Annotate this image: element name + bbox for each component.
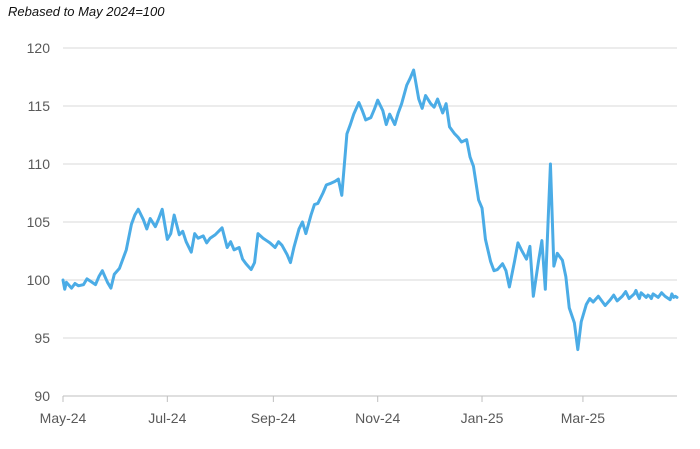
x-tick-label: Mar-25	[561, 410, 606, 426]
x-tick-label: Nov-24	[355, 410, 400, 426]
x-tick-label: Jul-24	[148, 410, 186, 426]
y-tick-label: 95	[34, 330, 50, 346]
series-line-0	[61, 68, 679, 352]
x-tick-label: Jan-25	[461, 410, 504, 426]
x-tick-label: May-24	[40, 410, 87, 426]
chart-subtitle: Rebased to May 2024=100	[8, 4, 165, 19]
y-tick-label: 105	[27, 214, 51, 230]
y-tick-label: 100	[27, 272, 51, 288]
y-tick-label: 110	[28, 156, 51, 172]
x-axis	[62, 395, 677, 402]
x-tick-label: Sep-24	[251, 410, 296, 426]
series-layer	[61, 68, 679, 352]
y-tick-label: 120	[27, 40, 51, 56]
y-tick-label: 90	[34, 388, 50, 404]
x-axis-tick-labels: May-24 Jul-24 Sep-24 Nov-24 Jan-25 Mar-25	[40, 410, 606, 426]
y-axis-tick-labels: 90 95 100 105 110 115 120	[27, 40, 51, 404]
gridlines	[63, 47, 677, 339]
y-tick-label: 115	[28, 98, 51, 114]
